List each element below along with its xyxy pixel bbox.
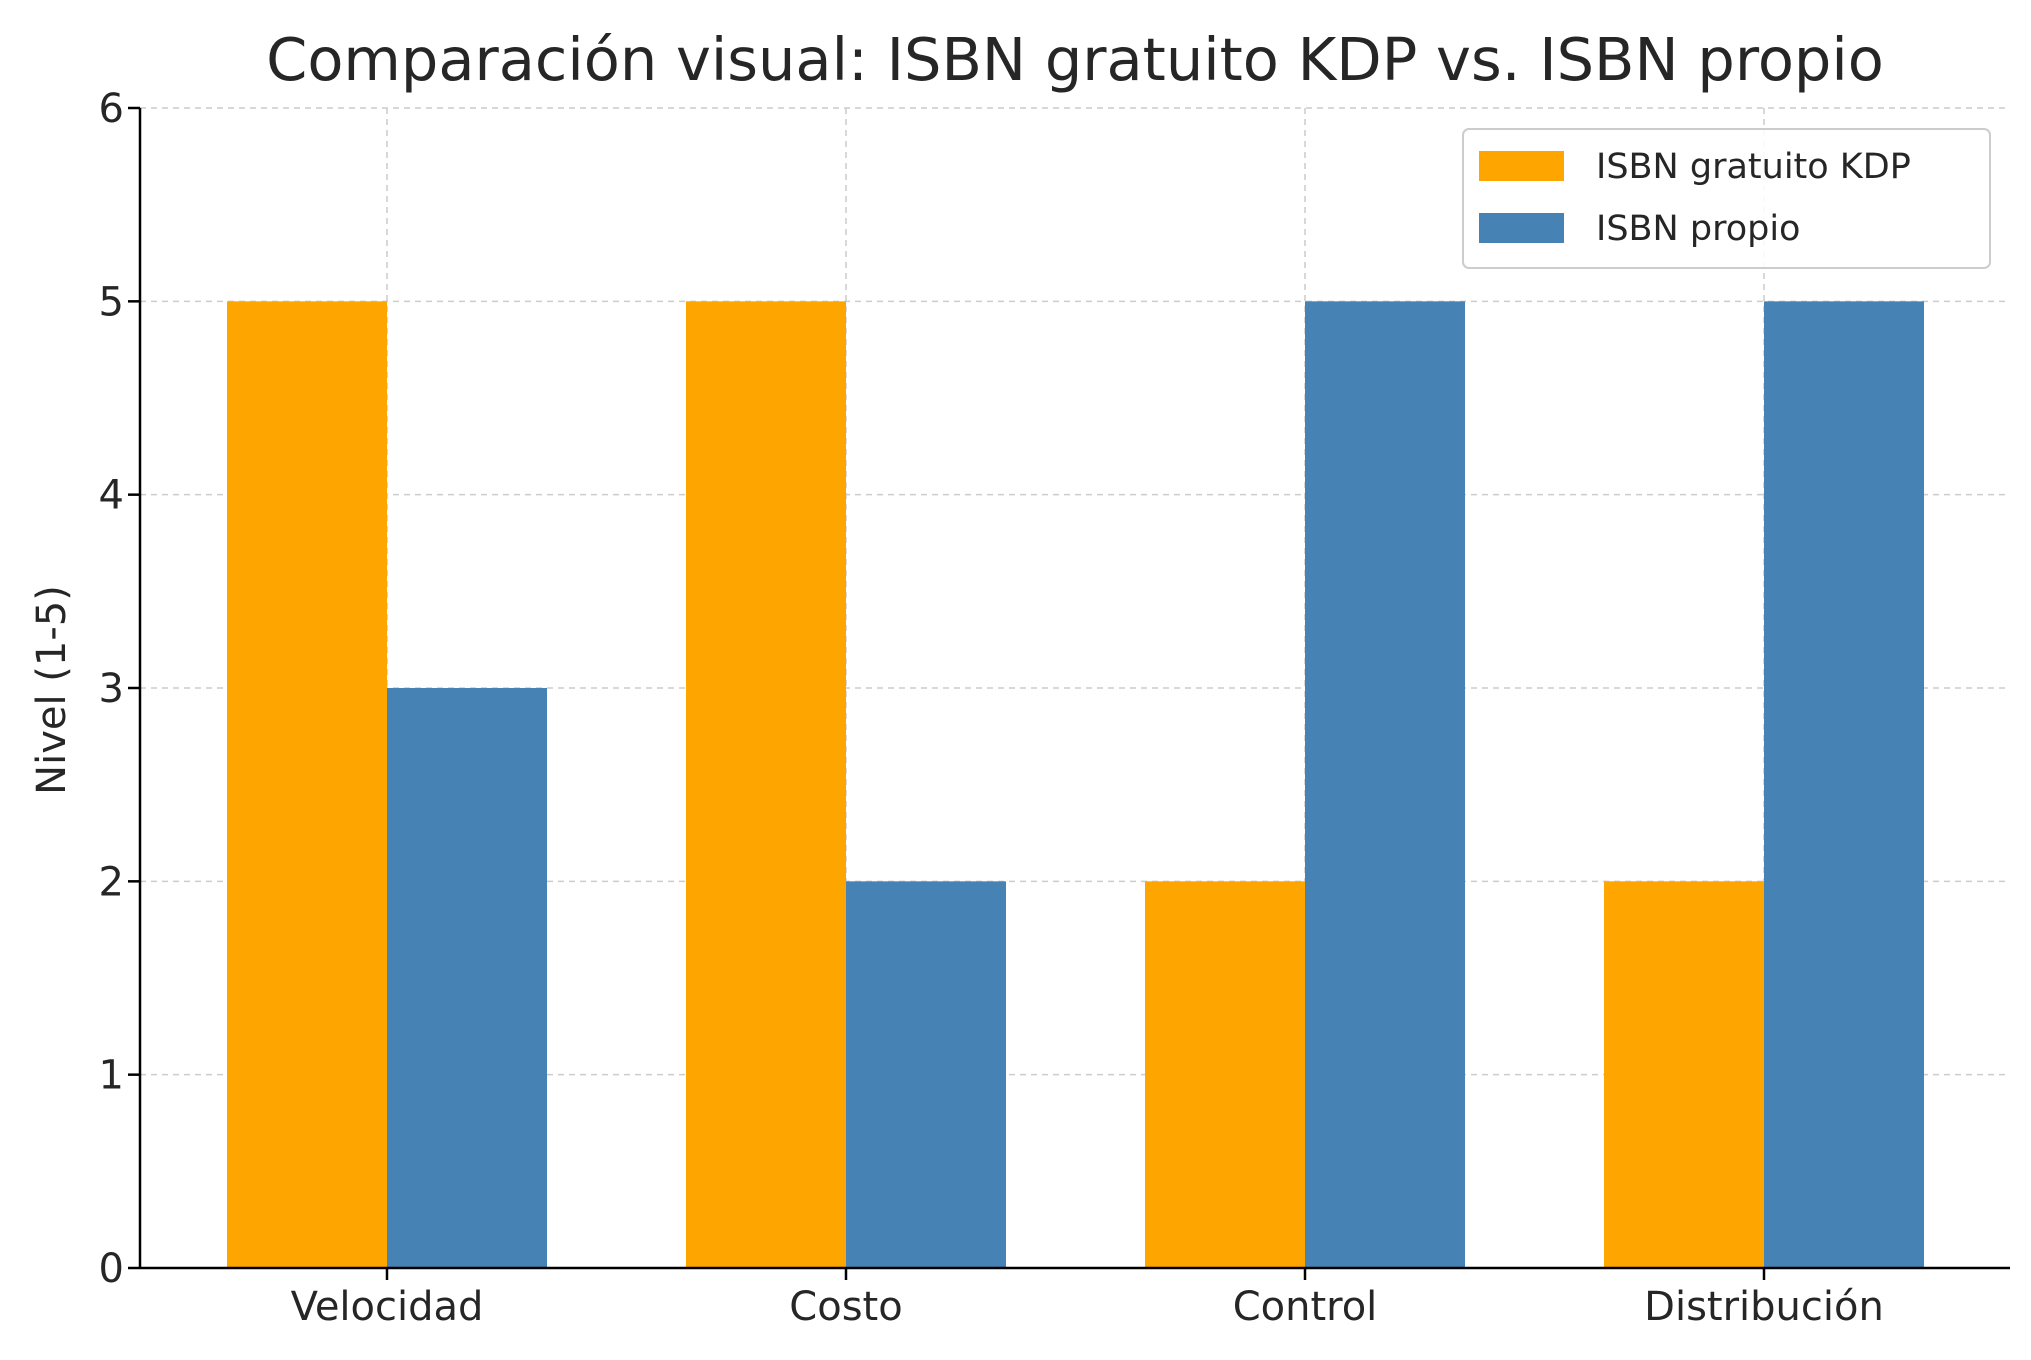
y-tick-label: 6 — [99, 86, 124, 132]
x-tick-label: Costo — [789, 1284, 902, 1330]
axes: 0 1 2 3 4 5 6 Velocidad Costo Control Distribución — [99, 86, 2010, 1330]
legend-label: ISBN propio — [1596, 209, 1800, 249]
x-tick-label: Control — [1233, 1284, 1378, 1330]
legend-box — [1462, 128, 1991, 269]
bar-propio — [387, 688, 547, 1268]
bar-kdp — [1604, 881, 1764, 1268]
y-tick-label: 5 — [99, 279, 124, 325]
legend: ISBN gratuito KDP ISBN propio — [1462, 128, 1991, 269]
y-tick-label: 0 — [99, 1246, 124, 1292]
chart-title: Comparación visual: ISBN gratuito KDP vs… — [266, 25, 1884, 94]
bar-kdp — [227, 301, 387, 1268]
bar-propio — [1764, 301, 1924, 1268]
bar-propio — [1305, 301, 1465, 1268]
bar-propio — [846, 881, 1006, 1268]
bar-kdp — [686, 301, 846, 1268]
y-tick-label: 4 — [99, 473, 124, 519]
bar-kdp — [1145, 881, 1305, 1268]
y-tick-label: 1 — [99, 1053, 124, 1099]
x-tick-label: Velocidad — [291, 1284, 484, 1330]
y-axis-label: Nivel (1-5) — [29, 585, 75, 795]
y-tick-label: 2 — [99, 859, 124, 905]
y-tick-label: 3 — [99, 666, 124, 712]
x-tick-label: Distribución — [1644, 1284, 1884, 1330]
legend-label: ISBN gratuito KDP — [1596, 147, 1911, 187]
legend-swatch — [1479, 213, 1564, 243]
bars — [227, 301, 1924, 1268]
legend-swatch — [1479, 151, 1564, 181]
